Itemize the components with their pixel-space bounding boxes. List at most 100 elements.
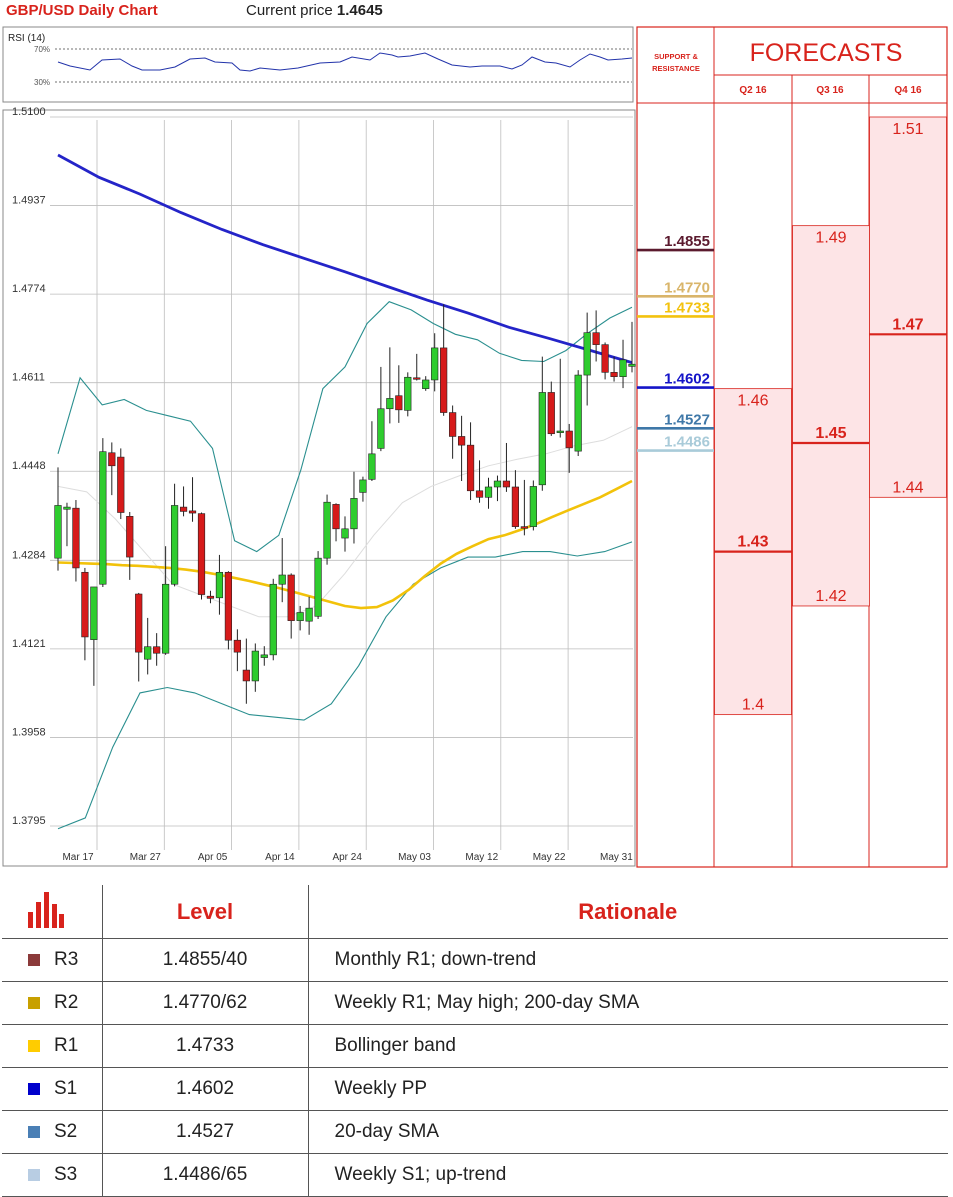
candle-up bbox=[538, 392, 546, 486]
candle-down bbox=[206, 595, 215, 599]
candle-down bbox=[592, 332, 600, 345]
sma20-line bbox=[57, 426, 633, 618]
table-header: Level Rationale bbox=[2, 885, 948, 939]
level-code: R2 bbox=[54, 991, 79, 1013]
candle-down bbox=[449, 412, 457, 437]
candle-up bbox=[90, 586, 98, 640]
candle-up bbox=[278, 574, 286, 585]
candle-down bbox=[108, 452, 116, 467]
candle-down bbox=[565, 430, 573, 449]
support-resistance-label: SUPPORT & bbox=[654, 52, 698, 61]
level-value: 1.4527 bbox=[102, 1110, 309, 1154]
x-tick-label: Apr 24 bbox=[332, 852, 362, 863]
sr-level-label: 1.4733 bbox=[664, 299, 710, 316]
level-color-swatch bbox=[28, 996, 40, 1009]
rationale-header: Rationale bbox=[308, 885, 948, 939]
x-tick-label: Apr 05 bbox=[198, 852, 228, 863]
candle-down bbox=[520, 526, 528, 529]
candle-down bbox=[601, 344, 609, 373]
candle-up bbox=[162, 583, 170, 654]
table-row: R2 1.4770/62 Weekly R1; May high; 200-da… bbox=[2, 981, 948, 1025]
bar-chart-icon bbox=[28, 891, 64, 928]
chart-logo-icon bbox=[2, 885, 103, 939]
level-code: S2 bbox=[54, 1120, 78, 1142]
x-tick-label: May 22 bbox=[533, 852, 566, 863]
sr-level-label: 1.4855 bbox=[664, 233, 710, 250]
candle-up bbox=[404, 376, 412, 411]
candle-down bbox=[547, 392, 555, 435]
candle-up bbox=[251, 650, 259, 682]
candle-down bbox=[153, 646, 161, 654]
level-value: 1.4486/65 bbox=[102, 1153, 309, 1197]
forecast-high-label: 1.51 bbox=[892, 121, 923, 138]
table-row: R1 1.4733 Bollinger band bbox=[2, 1024, 948, 1068]
candle-up bbox=[556, 430, 564, 433]
level-code: S3 bbox=[54, 1163, 78, 1185]
candle-up bbox=[314, 557, 322, 617]
candle-down bbox=[511, 486, 520, 527]
chart-title: GBP/USD Daily Chart bbox=[6, 2, 158, 19]
candle-down bbox=[197, 513, 206, 595]
x-tick-label: Apr 14 bbox=[265, 852, 295, 863]
forecast-mid-label: 1.47 bbox=[892, 316, 923, 333]
sr-level-label: 1.4486 bbox=[664, 434, 710, 451]
chart-svg: RSI (14) 70% 30% 1.51001.49371.47741.461… bbox=[2, 26, 948, 868]
candle-up bbox=[368, 453, 376, 480]
level-value: 1.4602 bbox=[102, 1067, 309, 1111]
level-color-swatch bbox=[28, 1125, 40, 1138]
level-code: R1 bbox=[54, 1034, 79, 1056]
level-value: 1.4855/40 bbox=[102, 938, 309, 982]
forecast-bars: 1.46 1.43 1.4 1.49 1.45 1.42 1.51 1.47 1.44 bbox=[714, 116, 947, 716]
candle-up bbox=[269, 583, 277, 656]
x-tick-label: Mar 27 bbox=[130, 852, 162, 863]
forecast-low-label: 1.4 bbox=[742, 697, 764, 714]
forecast-low-label: 1.42 bbox=[815, 588, 846, 605]
level-code: R3 bbox=[54, 948, 79, 970]
sr-level-label: 1.4770 bbox=[664, 279, 710, 296]
candle-down bbox=[117, 456, 125, 513]
y-tick-label: 1.4448 bbox=[12, 460, 46, 472]
candle-down bbox=[72, 507, 80, 569]
x-tick-label: May 31 bbox=[600, 852, 633, 863]
level-rationale: 20-day SMA bbox=[308, 1110, 948, 1154]
forecast-range bbox=[792, 225, 870, 607]
candle-up bbox=[260, 654, 268, 658]
y-tick-label: 1.3795 bbox=[12, 815, 46, 827]
table-row: S1 1.4602 Weekly PP bbox=[2, 1067, 948, 1111]
candle-down bbox=[224, 571, 233, 641]
candle-up bbox=[422, 379, 430, 389]
candle-down bbox=[179, 506, 188, 512]
candle-up bbox=[628, 363, 636, 367]
candle-up bbox=[529, 486, 537, 527]
candle-up bbox=[305, 607, 313, 622]
level-rationale: Monthly R1; down-trend bbox=[308, 938, 948, 982]
forecast-low-label: 1.44 bbox=[892, 479, 923, 496]
candle-up bbox=[99, 451, 107, 585]
quarter-q2: Q2 16 bbox=[739, 85, 767, 96]
candle-down bbox=[440, 347, 448, 413]
forecast-panel: SUPPORT & RESISTANCE FORECASTS Q2 16 Q3 … bbox=[636, 26, 948, 868]
level-color-swatch bbox=[28, 1168, 40, 1181]
forecast-mid-label: 1.45 bbox=[815, 425, 846, 442]
candle-down bbox=[457, 436, 466, 446]
forecast-mid-label: 1.43 bbox=[737, 534, 768, 551]
candle-up bbox=[583, 332, 591, 376]
candle-down bbox=[287, 574, 295, 621]
candle-up bbox=[350, 498, 358, 530]
candle-up bbox=[54, 505, 62, 559]
candle-up bbox=[431, 347, 439, 381]
forecast-high-label: 1.49 bbox=[815, 230, 846, 247]
candle-down bbox=[413, 377, 421, 380]
support-resistance-levels: 1.4855 1.4770 1.4733 1.4602 1.4527 1.4486 bbox=[637, 233, 714, 452]
candle-down bbox=[242, 669, 250, 682]
candle-up bbox=[63, 506, 71, 510]
level-value: 1.4733 bbox=[102, 1024, 309, 1068]
table-row: R3 1.4855/40 Monthly R1; down-trend bbox=[2, 938, 948, 982]
candle-up bbox=[377, 408, 385, 449]
level-color-swatch bbox=[28, 1039, 40, 1052]
y-tick-label: 1.4611 bbox=[12, 372, 45, 384]
support-resistance-label-2: RESISTANCE bbox=[652, 64, 700, 73]
candle-up bbox=[341, 528, 349, 539]
candle-up bbox=[296, 612, 304, 621]
table-row: S3 1.4486/65 Weekly S1; up-trend bbox=[2, 1153, 948, 1197]
